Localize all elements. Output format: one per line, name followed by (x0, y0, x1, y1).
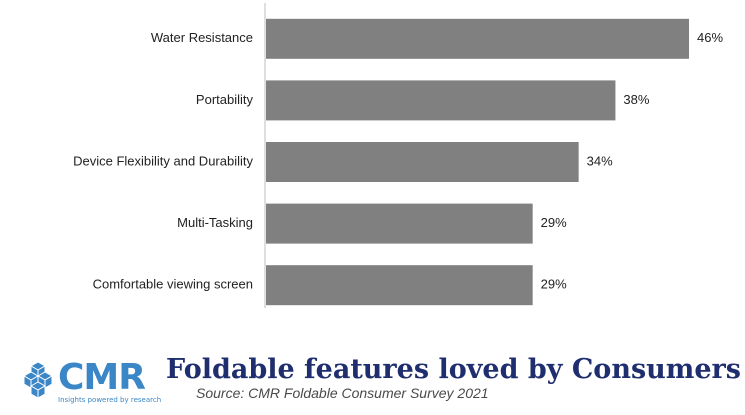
data-label: 46% (697, 30, 723, 45)
category-label: Water Resistance (151, 30, 253, 45)
bar (266, 265, 533, 306)
bar (266, 142, 579, 182)
logo-tagline: Insights powered by research (58, 396, 162, 404)
category-label: Multi-Tasking (177, 215, 253, 230)
chart-source: Source: CMR Foldable Consumer Survey 202… (196, 385, 489, 401)
bar-chart: Water Resistance 46% Portability 38% Device … (73, 3, 723, 308)
data-label: 34% (587, 153, 613, 168)
data-label: 29% (541, 277, 567, 292)
bar (266, 18, 689, 59)
bars-layer: Water Resistance 46% Portability 38% Device … (73, 18, 723, 306)
category-label: Portability (196, 92, 254, 107)
data-label: 38% (623, 92, 649, 107)
cube-logo-icon (22, 361, 54, 399)
cmr-logo: CMR Insights powered by research (22, 357, 162, 412)
bar (266, 80, 616, 121)
category-label: Device Flexibility and Durability (73, 153, 253, 168)
logo-wordmark: CMR (58, 357, 146, 398)
footer: CMR Insights powered by research Foldabl… (0, 340, 745, 415)
data-label: 29% (541, 215, 567, 230)
category-label: Comfortable viewing screen (93, 277, 253, 292)
chart-title: Foldable features loved by Consumers (166, 354, 741, 385)
bar (266, 203, 533, 244)
